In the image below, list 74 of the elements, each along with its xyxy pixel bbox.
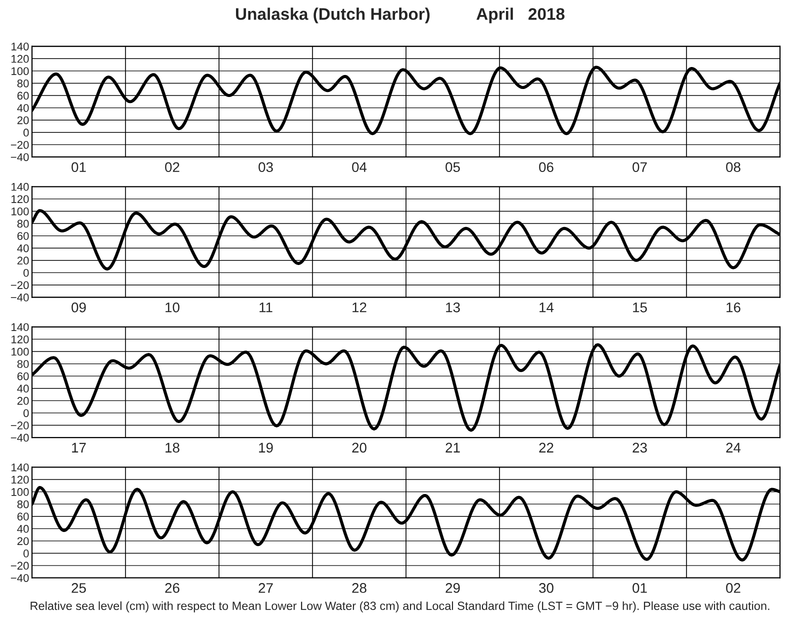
y-tick-label: 20	[17, 116, 29, 124]
y-tick-label: 100	[12, 207, 29, 216]
x-tick-label: 24	[726, 442, 741, 452]
y-tick-label: 120	[12, 335, 29, 344]
y-tick-label: 40	[17, 524, 29, 533]
x-tick-label: 27	[258, 583, 273, 593]
x-tick-label: 06	[539, 162, 554, 172]
x-tick-label: 10	[166, 302, 180, 312]
x-tick-label: 11	[260, 302, 272, 312]
y-tick-label: −40	[10, 574, 29, 582]
y-tick-label: 120	[12, 476, 29, 484]
x-tick-label: 22	[539, 442, 554, 452]
x-tick-label: 12	[352, 302, 366, 312]
y-tick-label: 80	[17, 79, 29, 88]
x-tick-label: 29	[446, 583, 460, 593]
x-tick-label: 02	[165, 162, 180, 172]
x-tick-label: 15	[633, 302, 647, 312]
y-tick-label: −40	[10, 294, 29, 302]
x-tick-label: 09	[72, 302, 86, 312]
y-tick-label: 100	[12, 67, 29, 76]
y-tick-label: 0	[23, 268, 29, 277]
y-tick-label: 140	[12, 42, 29, 50]
y-tick-label: 20	[17, 256, 29, 265]
y-tick-label: 140	[12, 182, 29, 191]
chart-title: Unalaska (Dutch Harbor) April 2018	[236, 8, 565, 24]
y-tick-label: 0	[23, 550, 29, 558]
y-tick-label: 120	[12, 195, 29, 204]
x-tick-label: 03	[258, 162, 273, 172]
x-tick-label: 14	[540, 302, 554, 312]
y-tick-label: 60	[17, 512, 29, 521]
y-tick-label: 40	[17, 384, 29, 393]
y-tick-label: −20	[10, 281, 29, 290]
x-tick-label: 20	[352, 442, 366, 453]
y-tick-label: 80	[17, 360, 29, 368]
y-tick-label: 40	[17, 104, 29, 112]
x-tick-label: 30	[539, 583, 554, 593]
y-tick-label: 60	[17, 232, 29, 240]
y-tick-label: −40	[10, 434, 29, 442]
x-tick-label: 18	[166, 442, 180, 453]
x-tick-label: 04	[352, 162, 367, 172]
x-tick-label: 21	[446, 442, 460, 452]
y-tick-label: 100	[12, 348, 29, 356]
x-tick-label: 07	[632, 162, 647, 172]
y-tick-label: 120	[12, 54, 29, 63]
y-tick-label: −20	[10, 140, 29, 149]
text: Relative sea level (cm) with respect to Mean Lower Low Water (83 cm) and Local Standard Time (LST = GMT −9 hr). Please use with caution.	[30, 601, 770, 612]
y-tick-label: 40	[17, 244, 29, 252]
y-tick-label: 80	[17, 220, 29, 228]
y-tick-label: 20	[17, 396, 29, 405]
x-tick-label: 01	[72, 162, 86, 172]
y-tick-label: −40	[10, 153, 29, 162]
x-tick-label: 02	[726, 583, 740, 593]
y-tick-label: 140	[12, 323, 29, 332]
x-tick-label: 26	[165, 583, 180, 593]
y-tick-label: 100	[12, 488, 29, 496]
y-tick-label: 60	[17, 92, 29, 100]
x-tick-label: 08	[726, 162, 740, 172]
y-tick-label: 20	[17, 537, 29, 546]
y-tick-label: −20	[10, 562, 29, 570]
x-tick-label: 05	[446, 162, 460, 172]
x-tick-label: 19	[259, 442, 273, 453]
y-tick-label: 80	[17, 500, 29, 508]
y-tick-label: 0	[23, 128, 29, 137]
y-tick-label: 0	[23, 409, 29, 418]
x-tick-label: 28	[352, 583, 366, 593]
x-tick-label: 16	[726, 302, 740, 312]
y-tick-label: 140	[12, 463, 29, 472]
x-tick-label: 13	[446, 302, 460, 312]
y-tick-label: 60	[17, 372, 29, 380]
y-tick-label: −20	[10, 422, 29, 430]
x-tick-label: 25	[72, 583, 86, 593]
x-tick-label: 23	[632, 442, 647, 453]
x-tick-label: 17	[72, 442, 86, 452]
x-tick-label: 01	[632, 583, 647, 593]
